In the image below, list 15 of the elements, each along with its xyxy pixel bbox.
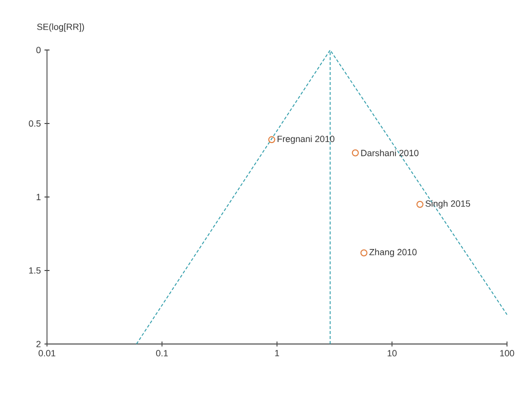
x-tick-label: 100 [500, 350, 514, 356]
annotation: Singh 2015 [426, 200, 470, 209]
y-tick-label: 1 [36, 194, 41, 200]
x-tick-label: 1 [275, 350, 280, 356]
x-tick-label: 0.01 [38, 350, 56, 356]
y-tick-label: 2 [36, 340, 41, 348]
y-tick-label: 0 [36, 46, 41, 54]
annotation: Fregnani 2010 [278, 135, 334, 144]
y-tick-label: 1.5 [29, 267, 41, 274]
annotation: Darshani 2010 [361, 150, 418, 156]
y-axis-title: SE(log[RR]) [37, 23, 84, 32]
y-tick-label: 0.5 [28, 120, 41, 127]
x-tick-label: 0.1 [156, 350, 168, 356]
x-tick-label: 10 [388, 350, 397, 356]
annotation: Zhang 2010 [369, 248, 417, 258]
